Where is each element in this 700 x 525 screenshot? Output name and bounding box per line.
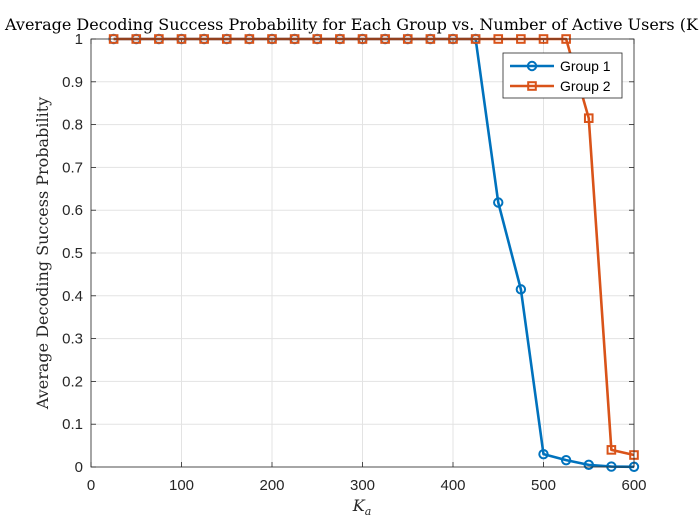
legend-swatch-marker [526, 60, 538, 72]
x-tick-label: 600 [621, 477, 646, 494]
y-tick-label: 0 [75, 459, 83, 476]
legend: Group 1 Group 2 [502, 52, 623, 99]
y-tick-label: 0.7 [62, 159, 83, 176]
y-tick-label: 0.6 [62, 202, 83, 219]
y-tick-label: 0.5 [62, 245, 83, 262]
y-tick-label: 0.2 [62, 373, 83, 390]
legend-label: Group 2 [560, 78, 611, 94]
series-1-point [538, 448, 549, 460]
series-1-point [606, 461, 617, 472]
x-tick-label: 500 [531, 477, 556, 494]
ticks: 0 100 200 300 400 500 600 0 0.1 0.2 0.3 0.4 0.5 0.6 0.… [62, 31, 646, 494]
legend-label: Group 1 [560, 58, 611, 74]
x-tick-label: 300 [350, 477, 375, 494]
x-axis-label: Ka [352, 496, 372, 518]
y-tick-label: 0.1 [62, 416, 83, 433]
x-axis-label-sub: a [365, 505, 372, 518]
series-2-point [583, 113, 594, 123]
series-1-point [515, 284, 527, 295]
legend-box [502, 52, 623, 99]
y-axis-label: Average Decoding Success Probability [33, 97, 52, 410]
y-tick-label: 0.3 [62, 331, 83, 348]
x-tick-label: 100 [169, 477, 194, 494]
y-tick-label: 0.9 [62, 74, 83, 91]
plot-frame [90, 38, 635, 468]
series-1-point [583, 459, 594, 471]
series-1-point [560, 454, 572, 466]
x-tick-label: 0 [87, 477, 95, 494]
y-tick-label: 0.4 [62, 288, 83, 305]
y-tick-label: 0.8 [62, 117, 83, 134]
x-axis-label-main: K [352, 496, 366, 515]
chart-title: Average Decoding Success Probability for… [4, 15, 699, 34]
y-tick-label: 1 [75, 31, 83, 48]
series-2-point [606, 445, 617, 455]
x-tick-label: 400 [440, 477, 465, 494]
legend-swatch-marker [527, 81, 537, 91]
x-tick-label: 200 [259, 477, 284, 494]
series-1-point [493, 197, 504, 208]
